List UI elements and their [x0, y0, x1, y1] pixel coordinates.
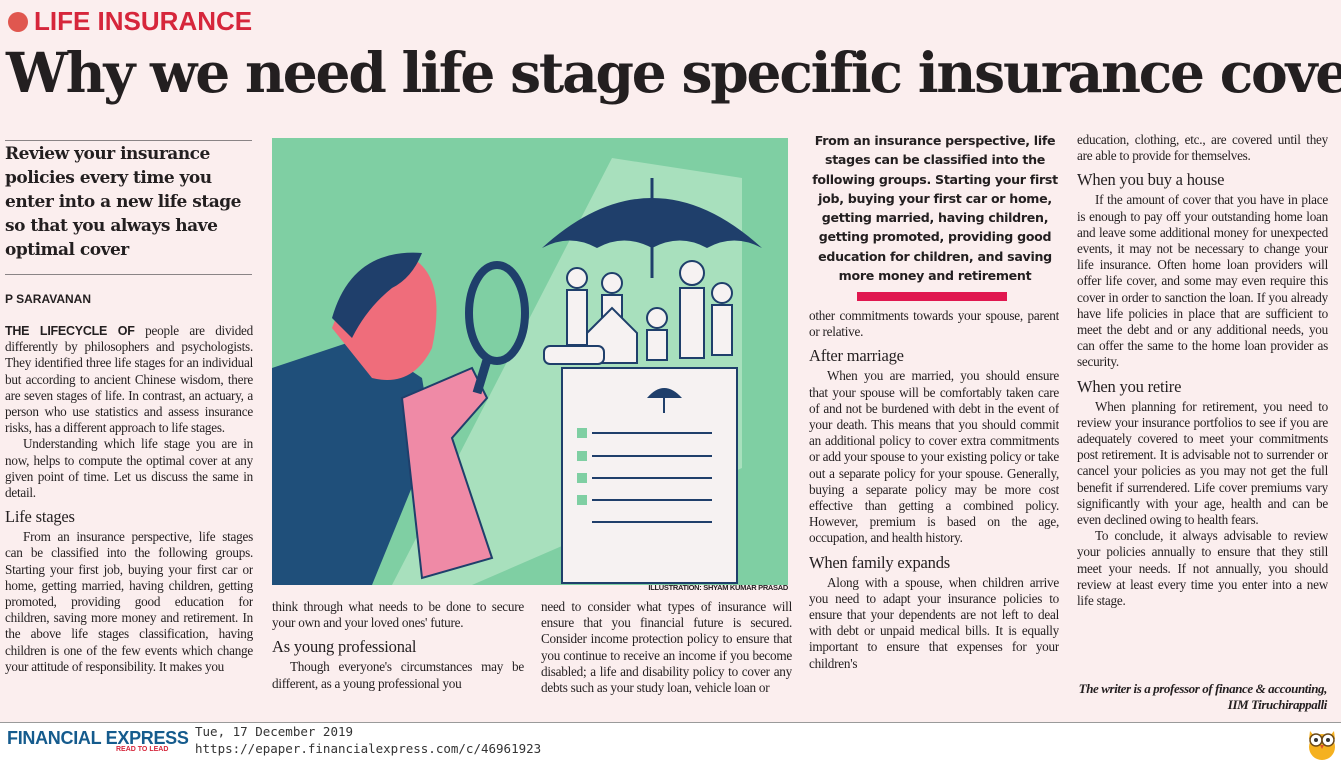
divider	[5, 274, 252, 275]
kicker-label: LIFE INSURANCE	[34, 6, 253, 36]
document-icon	[561, 367, 738, 584]
paragraph: To conclude, it always advisable to revi…	[1077, 528, 1328, 609]
subhead-retire: When you retire	[1077, 376, 1182, 396]
subhead-life-stages: Life stages	[5, 507, 75, 527]
source-url[interactable]: https://epaper.financialexpress.com/c/46…	[195, 741, 542, 756]
lead-paragraph: THE LIFECYCLE OF people are divided diff…	[5, 323, 253, 436]
byline: P SARAVANAN	[5, 292, 92, 306]
subhead-family-expands: When family expands	[809, 552, 950, 572]
umbrella-icon	[542, 178, 762, 278]
footer-meta: Tue, 17 December 2019 https://epaper.fin…	[195, 723, 541, 757]
paragraph: think through what needs to be done to s…	[272, 599, 524, 631]
column-3: need to consider what types of insurance…	[541, 599, 792, 719]
subhead-after-marriage: After marriage	[809, 346, 904, 366]
column-4: other commitments towards your spouse, p…	[809, 308, 1059, 718]
divider	[5, 140, 252, 141]
pull-quote: From an insurance perspective, life stag…	[812, 133, 1058, 284]
subhead-young-professional: As young professional	[272, 637, 417, 657]
subhead-buy-house: When you buy a house	[1077, 170, 1225, 190]
paragraph: Though everyone's circumstances may be d…	[272, 659, 524, 691]
publication-date: Tue, 17 December 2019	[195, 724, 354, 739]
paragraph: need to consider what types of insurance…	[541, 599, 792, 696]
footer-divider	[0, 722, 1341, 723]
paragraph: From an insurance perspective, life stag…	[5, 529, 253, 674]
paragraph: education, clothing, etc., are covered u…	[1077, 132, 1328, 164]
section-kicker: LIFE INSURANCE	[8, 6, 252, 37]
brand-logo[interactable]: FINANCIAL EXPRESS	[7, 728, 189, 748]
paragraph: When you are married, you should ensure …	[809, 368, 1059, 546]
paragraph: If the amount of cover that you have in …	[1077, 192, 1328, 370]
person-icon	[272, 252, 494, 585]
kicker-dot-icon	[8, 11, 28, 32]
family-icon	[543, 260, 733, 365]
headline: Why we need life stage specific insuranc…	[6, 40, 1341, 105]
footer	[0, 723, 1341, 762]
paragraph: Along with a spouse, when children arriv…	[809, 574, 1059, 671]
deck: Review your insurance policies every tim…	[5, 144, 241, 260]
paragraph: people are divided differently by philos…	[5, 323, 253, 436]
pull-quote-bar	[857, 292, 1007, 301]
paragraph: When planning for retirement, you need t…	[1077, 398, 1328, 528]
brand-tagline: READ TO LEAD	[116, 746, 169, 753]
paragraph: other commitments towards your spouse, p…	[809, 308, 1059, 340]
column-5: education, clothing, etc., are covered u…	[1077, 132, 1328, 677]
column-1: THE LIFECYCLE OF people are divided diff…	[5, 323, 253, 715]
author-note: The writer is a professor of finance & a…	[1078, 681, 1328, 712]
lead-caps: THE LIFECYCLE OF	[5, 324, 135, 338]
illustration	[272, 138, 788, 585]
paragraph: Understanding which life stage you are i…	[5, 436, 253, 501]
column-2: think through what needs to be done to s…	[272, 599, 524, 719]
owl-icon[interactable]	[1305, 723, 1339, 761]
illustration-credit: ILLUSTRATION: SHYAM KUMAR PRASAD	[648, 583, 788, 592]
magnifying-glass-icon	[465, 261, 529, 395]
